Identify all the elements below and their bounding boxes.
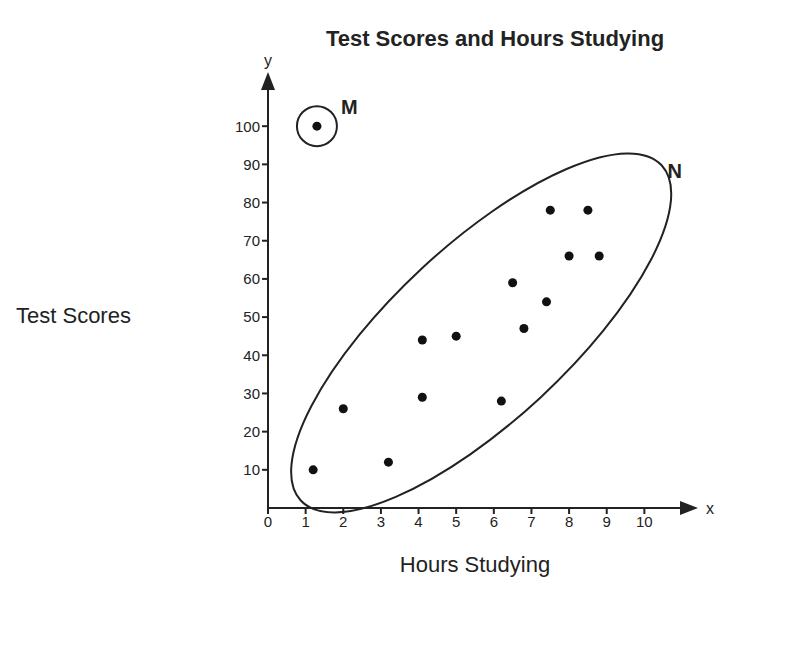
svg-text:2: 2 [339, 513, 347, 530]
html-text:Test Scores: Test Scores [16, 303, 131, 329]
html-text:Test Scores and Hours Studying: Test Scores and Hours Studying [325, 26, 665, 51]
svg-text:0: 0 [264, 513, 272, 530]
svg-text:1: 1 [301, 513, 309, 530]
svg-text:3: 3 [377, 513, 385, 530]
svg-text:M: M [341, 96, 358, 118]
svg-text:x: x [706, 500, 714, 517]
svg-text:40: 40 [243, 347, 260, 364]
svg-text:50: 50 [243, 308, 260, 325]
svg-text:7: 7 [527, 513, 535, 530]
svg-text:10: 10 [243, 461, 260, 478]
svg-text:4: 4 [414, 513, 422, 530]
html-text:Hours Studying: Hours Studying [399, 552, 551, 577]
svg-text:y: y [264, 52, 272, 69]
svg-text:8: 8 [565, 513, 573, 530]
svg-text:60: 60 [243, 270, 260, 287]
svg-text:9: 9 [603, 513, 611, 530]
svg-text:80: 80 [243, 194, 260, 211]
svg-text:5: 5 [452, 513, 460, 530]
svg-text:100: 100 [235, 118, 260, 135]
svg-text:20: 20 [243, 423, 260, 440]
svg-text:10: 10 [636, 513, 653, 530]
svg-text:30: 30 [243, 385, 260, 402]
svg-text:6: 6 [490, 513, 498, 530]
svg-text:N: N [667, 160, 681, 182]
svg-text:90: 90 [243, 156, 260, 173]
svg-text:70: 70 [243, 232, 260, 249]
